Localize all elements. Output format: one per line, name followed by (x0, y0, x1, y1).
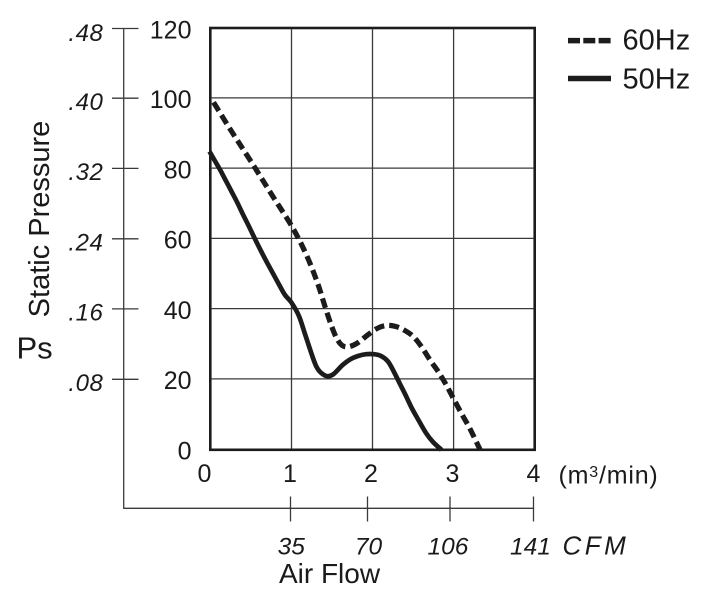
svg-text:.48: .48 (68, 20, 103, 47)
svg-text:106: 106 (428, 534, 469, 561)
svg-text:120: 120 (150, 16, 192, 44)
svg-text:.40: .40 (68, 89, 103, 116)
svg-text:Air Flow: Air Flow (279, 558, 381, 589)
svg-text:0: 0 (198, 460, 212, 488)
svg-text:1: 1 (283, 460, 297, 488)
svg-text:Static Pressure: Static Pressure (24, 121, 56, 318)
svg-text:4: 4 (527, 460, 541, 488)
svg-text:20: 20 (164, 367, 192, 395)
svg-text:100: 100 (150, 86, 192, 114)
svg-text:.32: .32 (68, 159, 103, 186)
svg-text:70: 70 (355, 534, 383, 561)
svg-text:40: 40 (164, 297, 192, 325)
svg-text:60: 60 (164, 227, 192, 255)
svg-text:3: 3 (446, 460, 460, 488)
svg-text:141: 141 (510, 534, 551, 561)
svg-text:.16: .16 (68, 300, 103, 327)
svg-text:50Hz: 50Hz (623, 63, 691, 95)
svg-text:.24: .24 (68, 230, 103, 257)
svg-text:.08: .08 (68, 370, 103, 397)
svg-text:35: 35 (278, 534, 306, 561)
svg-text:80: 80 (164, 156, 192, 184)
svg-text:CFM: CFM (563, 531, 630, 561)
svg-text:Ps: Ps (17, 331, 53, 366)
svg-text:60Hz: 60Hz (623, 24, 691, 56)
svg-text:2: 2 (364, 460, 378, 488)
svg-text:(m3/min): (m3/min) (559, 462, 659, 490)
svg-text:0: 0 (178, 437, 192, 465)
